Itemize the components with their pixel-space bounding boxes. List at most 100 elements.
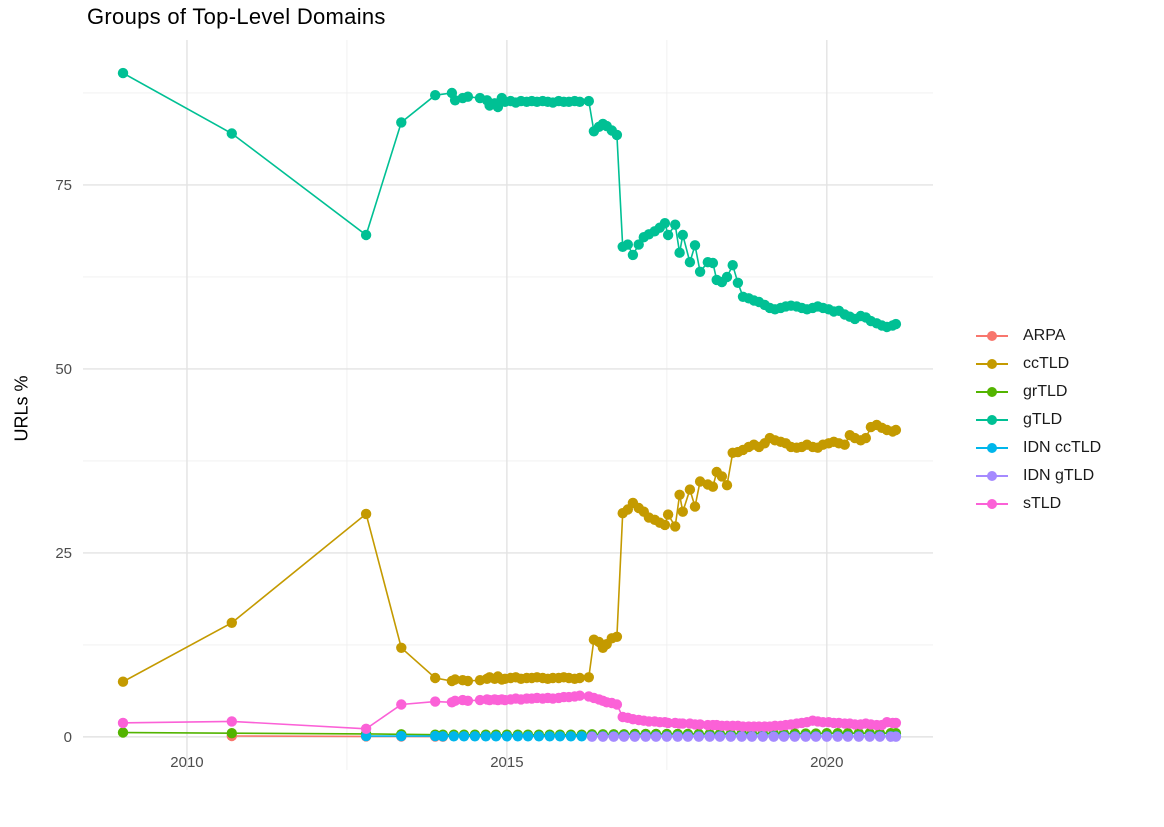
data-point-idn-gtld: [821, 731, 832, 742]
data-point-stld: [462, 695, 474, 706]
data-point-cctld: [670, 521, 681, 532]
data-point-stld: [574, 690, 585, 701]
data-point-cctld: [226, 617, 237, 628]
data-point-idn-cctld: [448, 731, 459, 742]
data-point-gtld: [396, 117, 407, 128]
data-point-idn-cctld: [430, 730, 441, 742]
data-point-stld: [360, 723, 372, 734]
data-point-idn-cctld: [469, 731, 481, 742]
data-point-stld: [890, 717, 902, 729]
data-point-gtld: [890, 318, 902, 330]
data-point-idn-cctld: [437, 731, 449, 742]
data-point-idn-gtld: [810, 731, 822, 742]
data-point-gtld: [360, 229, 372, 241]
data-point-idn-gtld: [672, 731, 683, 742]
data-point-idn-cctld: [458, 731, 470, 742]
legend-key-icon: [976, 442, 1008, 454]
data-point-cctld: [716, 471, 728, 482]
data-point-idn-cctld: [544, 731, 555, 742]
data-point-gtld: [583, 95, 594, 107]
x-tick-label: 2020: [810, 754, 843, 771]
data-point-stld: [430, 696, 441, 707]
data-point-idn-gtld: [853, 731, 864, 742]
data-point-stld: [611, 699, 623, 710]
legend-label: IDN ccTLD: [1023, 439, 1102, 456]
y-tick-label: 75: [55, 177, 72, 194]
legend-label: gTLD: [1023, 411, 1063, 428]
data-point-cctld: [583, 672, 594, 683]
data-point-idn-cctld: [480, 731, 491, 742]
data-point-gtld: [627, 249, 639, 261]
data-point-idn-gtld: [693, 731, 704, 742]
data-point-idn-gtld: [842, 731, 854, 742]
data-point-cctld: [677, 506, 688, 517]
legend-key-icon: [976, 470, 1008, 482]
data-point-stld: [396, 699, 407, 710]
data-point-idn-gtld: [618, 731, 630, 742]
legend-key-icon: [976, 414, 1008, 426]
data-point-gtld: [226, 128, 237, 139]
data-point-gtld: [674, 247, 685, 258]
legend-item-cctld: ccTLD: [976, 350, 1101, 378]
data-point-gtld: [430, 90, 441, 101]
data-point-idn-gtld: [629, 731, 640, 742]
data-point-cctld: [707, 481, 719, 492]
data-point-grtld: [117, 727, 129, 738]
data-point-idn-cctld: [360, 730, 372, 742]
legend-item-idn-gtld: IDN gTLD: [976, 462, 1101, 490]
data-point-cctld: [890, 424, 902, 436]
data-point-gtld: [662, 229, 674, 241]
legend-label: IDN gTLD: [1023, 467, 1095, 484]
data-point-gtld: [622, 239, 633, 250]
legend: ARPA ccTLD grTLD gTLD IDN ccTLD IDN gTLD sTLD: [976, 322, 1101, 518]
data-point-cctld: [117, 676, 129, 687]
data-point-gtld: [689, 240, 701, 251]
data-point-idn-gtld: [874, 731, 886, 742]
legend-key-icon: [976, 498, 1008, 510]
data-point-idn-gtld: [704, 731, 715, 742]
legend-item-stld: sTLD: [976, 490, 1101, 518]
legend-key-icon: [976, 330, 1008, 342]
data-point-idn-cctld: [576, 731, 587, 742]
data-point-idn-cctld: [490, 731, 502, 742]
data-point-gtld: [694, 266, 706, 277]
data-point-gtld: [117, 67, 129, 79]
data-point-idn-gtld: [768, 731, 779, 742]
data-point-idn-gtld: [650, 731, 662, 742]
data-point-idn-gtld: [640, 731, 651, 742]
data-point-cctld: [674, 489, 685, 500]
data-point-gtld: [670, 219, 681, 230]
data-point-idn-gtld: [682, 731, 694, 742]
y-tick-label: 50: [55, 361, 72, 378]
data-point-idn-gtld: [661, 731, 672, 742]
data-point-idn-gtld: [714, 731, 726, 742]
legend-item-grtld: grTLD: [976, 378, 1101, 406]
data-point-idn-gtld: [725, 731, 736, 742]
data-point-stld: [449, 695, 461, 706]
data-point-idn-cctld: [533, 731, 545, 742]
data-point-cctld: [430, 672, 441, 684]
legend-label: ARPA: [1023, 327, 1066, 344]
data-point-gtld: [677, 229, 688, 241]
data-point-gtld: [611, 129, 623, 141]
y-tick-label: 0: [64, 729, 72, 746]
data-point-idn-cctld: [565, 731, 577, 742]
legend-label: sTLD: [1023, 495, 1062, 512]
data-point-idn-cctld: [512, 731, 523, 742]
data-point-stld: [117, 717, 129, 729]
data-point-idn-cctld: [501, 731, 513, 742]
data-point-idn-gtld: [864, 731, 875, 742]
series-line-gtld: [122, 72, 897, 328]
y-tick-label: 25: [55, 545, 72, 562]
data-point-idn-gtld: [608, 731, 619, 742]
legend-item-gtld: gTLD: [976, 406, 1101, 434]
data-point-cctld: [839, 439, 850, 450]
data-point-idn-gtld: [778, 731, 790, 742]
data-point-stld: [694, 719, 706, 730]
data-point-idn-gtld: [736, 731, 747, 742]
data-point-cctld: [611, 631, 623, 642]
data-point-gtld: [732, 277, 744, 288]
data-point-cctld: [659, 519, 671, 531]
data-point-idn-gtld: [789, 731, 800, 742]
